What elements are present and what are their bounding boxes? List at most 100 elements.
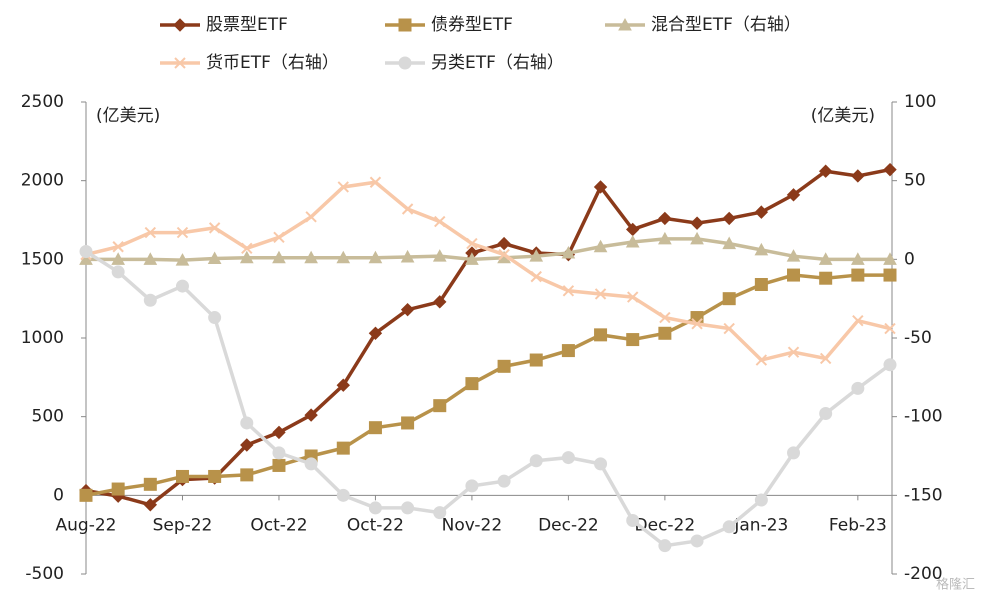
point (111, 252, 126, 265)
point (851, 169, 865, 183)
series-line (86, 237, 890, 262)
x-tick-label: Oct-22 (347, 515, 404, 535)
x-tick-label: Dec-22 (635, 515, 696, 535)
point (658, 539, 672, 553)
point (368, 421, 382, 435)
point (594, 288, 607, 300)
point (239, 250, 254, 264)
legend-marker (173, 18, 187, 32)
point (722, 520, 736, 534)
point (400, 302, 415, 317)
series-line (85, 167, 891, 507)
point (819, 407, 833, 421)
point (175, 253, 190, 266)
point (433, 506, 447, 520)
point (787, 446, 801, 460)
legend-label: 另类ETF（右轴） (431, 53, 564, 73)
point (304, 457, 318, 471)
legend-label: 混合型ETF（右轴） (651, 15, 801, 35)
point (561, 451, 575, 465)
y2-tick-label: 100 (904, 92, 936, 112)
watermark: 格隆汇 (936, 577, 975, 593)
point (336, 441, 350, 455)
point (368, 501, 382, 515)
y-tick-label: 2000 (21, 171, 64, 191)
x-tick-label: Sep-22 (153, 515, 213, 535)
point (851, 381, 865, 395)
series-line (85, 249, 892, 548)
legend-marker (618, 17, 632, 31)
point (593, 180, 608, 194)
point (305, 211, 317, 223)
y2-tick-label: -100 (904, 407, 943, 427)
point (626, 333, 640, 347)
x-tick-label: Jan-23 (733, 515, 788, 535)
point (625, 234, 640, 248)
point (754, 205, 769, 219)
legend-marker (174, 57, 186, 69)
point (819, 352, 832, 365)
point (432, 249, 447, 262)
legend-label: 债券型ETF (431, 15, 513, 35)
point (626, 514, 640, 528)
point (175, 469, 189, 483)
y2-tick-label: -200 (904, 564, 943, 584)
x-tick-label: Nov-22 (442, 515, 503, 535)
point (754, 242, 769, 256)
point (240, 438, 254, 452)
point (79, 244, 93, 258)
point (722, 236, 737, 250)
point (176, 226, 189, 239)
point (787, 346, 800, 358)
point (529, 353, 543, 367)
point (273, 231, 285, 244)
point (401, 203, 414, 215)
point (852, 314, 864, 327)
point (594, 328, 608, 342)
point (883, 358, 897, 372)
point (755, 354, 768, 366)
y-tick-label: 500 (32, 407, 64, 427)
point (530, 270, 542, 283)
point (434, 215, 446, 228)
point (241, 242, 253, 255)
point (112, 241, 124, 253)
point (368, 326, 383, 340)
point (723, 322, 735, 335)
point (690, 231, 704, 245)
point (272, 446, 286, 460)
point (304, 408, 318, 422)
y-unit-label: (亿美元) (96, 106, 160, 126)
point (691, 318, 703, 330)
legend-label: 股票型ETF (206, 15, 288, 35)
point (819, 271, 833, 285)
x-tick-label: Aug-22 (56, 515, 117, 535)
point (465, 252, 479, 265)
point (304, 250, 318, 264)
x-tick-label: Feb-23 (829, 515, 887, 535)
point (529, 454, 543, 468)
point (240, 416, 254, 430)
point (562, 285, 575, 297)
point (175, 279, 189, 293)
point (883, 252, 897, 265)
point (337, 181, 349, 193)
y-tick-label: 1000 (21, 328, 64, 348)
point (143, 293, 157, 307)
point (336, 488, 350, 502)
point (690, 534, 704, 548)
point (593, 239, 608, 253)
point (143, 252, 158, 265)
y-tick-label: -500 (25, 564, 64, 584)
point (690, 216, 704, 230)
point (658, 231, 672, 245)
y-tick-label: 0 (53, 485, 64, 505)
point (207, 251, 222, 265)
point (240, 468, 254, 482)
series-line (85, 180, 891, 362)
point (497, 359, 511, 373)
point (433, 399, 447, 413)
point (79, 488, 93, 502)
legend-marker (398, 56, 412, 70)
